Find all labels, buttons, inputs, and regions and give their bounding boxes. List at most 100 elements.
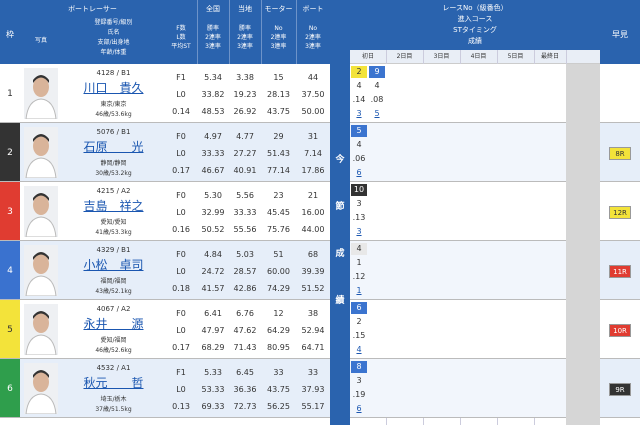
stat-fls: 0.14 [172, 107, 190, 116]
stat-motor: 80.95 [267, 343, 290, 352]
stat-touchi: 6.45 [236, 368, 254, 377]
hayami-link: 12R [609, 206, 631, 219]
stat-boat: 33 [307, 368, 319, 377]
header-sub: 3連率 [305, 43, 321, 50]
stat-fls: F0 [176, 250, 186, 259]
branch: 東京/東京 [100, 101, 127, 108]
age-weight: 41歳/53.3kg [95, 229, 132, 236]
race-no: 6 [351, 302, 367, 314]
stat-motor: 29 [273, 132, 284, 141]
konsetsu-char: 今 [335, 155, 345, 165]
stat-motor: 43.75 [267, 385, 290, 394]
reg-number: 4329 / B1 [96, 246, 131, 254]
stat-boat: 31 [307, 132, 319, 141]
header-motor: モーター [264, 5, 293, 13]
header-sep [261, 0, 262, 64]
stat-zenkoku: 33.82 [201, 90, 225, 99]
stat-fls: L0 [176, 149, 186, 158]
stat-boat: 37.93 [301, 385, 325, 394]
stat-motor: 43.75 [267, 107, 290, 116]
stat-zenkoku: 47.97 [201, 326, 225, 335]
row-bg [350, 241, 566, 300]
stat-touchi: 27.27 [233, 149, 257, 158]
header-racer: ボートレーサー [68, 5, 117, 13]
stat-motor: 28.13 [267, 90, 290, 99]
stat-touchi: 47.62 [233, 326, 257, 335]
stat-boat: 64.71 [301, 343, 325, 352]
stat-motor: 51.43 [267, 149, 290, 158]
day-label: 3日目 [433, 53, 450, 60]
stat-boat: 16.00 [301, 208, 325, 217]
stat-boat: 44 [307, 73, 319, 82]
hayami-link: 9R [609, 383, 631, 396]
stat-boat: 37.50 [301, 90, 325, 99]
waku-cell [0, 300, 20, 359]
row-bg [20, 300, 330, 359]
stat-fls: L0 [176, 385, 186, 394]
header-sub: 3連率 [205, 43, 221, 50]
stat-boat: 68 [307, 250, 319, 259]
stat-touchi: 26.92 [233, 107, 257, 116]
header-sub: 2連率 [205, 34, 221, 41]
stat-zenkoku: 41.57 [201, 284, 225, 293]
stat-touchi: 5.03 [236, 250, 254, 259]
header-results: レースNo（級番色） [442, 4, 508, 12]
header-sub: 勝率 [238, 25, 251, 32]
stat-motor: 74.29 [267, 284, 290, 293]
row-bg [600, 64, 640, 123]
stat-touchi: 5.56 [236, 191, 254, 200]
stat-zenkoku: 5.33 [204, 368, 222, 377]
header-bg [600, 0, 640, 64]
header-sub: No [274, 25, 283, 32]
header-fls: 平均ST [171, 43, 191, 50]
stat-zenkoku: 68.29 [201, 343, 225, 352]
stat-touchi: 72.73 [233, 402, 257, 411]
header-sub: 2連率 [270, 34, 287, 41]
course: 4 [374, 81, 380, 90]
stat-fls: 0.13 [172, 402, 190, 411]
race-no: 5 [351, 125, 367, 137]
header-info: 氏名 [107, 29, 120, 36]
stat-boat: 55.17 [301, 402, 325, 411]
hayami-link: 8R [609, 147, 631, 160]
stat-motor: 33 [273, 368, 284, 377]
photo-figure [25, 193, 57, 237]
course: 2 [356, 317, 362, 326]
reg-number: 4215 / A2 [96, 187, 131, 195]
header-bg [0, 0, 330, 64]
day-label: 最終日 [540, 53, 559, 60]
age-weight: 46歳/52.6kg [95, 347, 132, 354]
racer-name: 石原 光 [83, 140, 144, 154]
stat-fls: F0 [176, 309, 186, 318]
header-sub: 2連率 [237, 34, 253, 41]
race-no: 4 [351, 243, 367, 255]
st-timing: .14 [352, 95, 366, 104]
result: 5 [374, 109, 380, 118]
row-bg [350, 64, 566, 123]
stat-fls: 0.17 [172, 166, 190, 175]
header-sep [296, 0, 297, 64]
konsetsu-char: 績 [335, 296, 345, 306]
waku-cell [0, 123, 20, 182]
stat-motor: 56.25 [267, 402, 290, 411]
photo-figure [25, 370, 57, 414]
stat-touchi: 19.23 [233, 90, 257, 99]
result: 3 [356, 227, 362, 236]
photo-figure [25, 311, 57, 355]
stat-boat: 50.00 [301, 107, 325, 116]
stat-boat: 44.00 [301, 225, 325, 234]
stat-fls: 0.18 [172, 284, 190, 293]
day-label: 5日目 [507, 53, 524, 60]
stat-touchi: 42.86 [233, 284, 257, 293]
stat-touchi: 55.56 [233, 225, 257, 234]
race-no: 8 [351, 361, 367, 373]
course: 4 [356, 81, 362, 90]
waku-number: 6 [7, 384, 13, 394]
racer-name: 永井 源 [83, 317, 144, 331]
stat-motor: 45.45 [267, 208, 290, 217]
stat-touchi: 33.33 [233, 208, 257, 217]
result: 4 [356, 345, 362, 354]
branch: 愛知/愛知 [100, 219, 127, 226]
branch: 静岡/静岡 [100, 160, 127, 167]
